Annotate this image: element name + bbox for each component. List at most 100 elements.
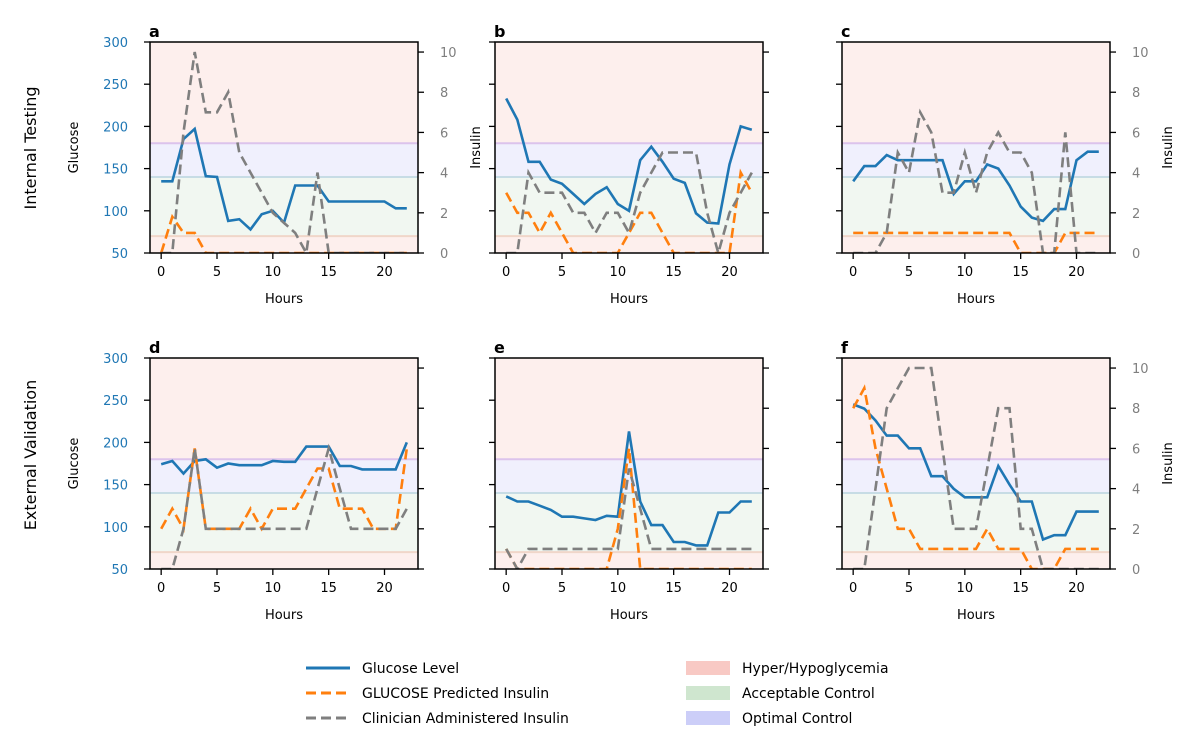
frame-b xyxy=(494,41,764,254)
xtick-label-d-20: 20 xyxy=(376,581,393,596)
xtick-label-b-10: 10 xyxy=(610,265,627,280)
legend-optimal-swatch xyxy=(686,711,730,725)
frame-c xyxy=(841,41,1111,254)
ylabel-right-c: Insulin xyxy=(1161,126,1176,169)
ytick-right-label-f-6: 6 xyxy=(1132,442,1140,457)
xtick-label-b-15: 15 xyxy=(665,265,682,280)
xtick-label-e-0: 0 xyxy=(502,581,510,596)
xtick-label-f-5: 5 xyxy=(905,581,913,596)
row-label-internal: Internal Testing xyxy=(21,87,40,210)
ytick-right-label-f-2: 2 xyxy=(1132,523,1140,538)
band-hyper-d xyxy=(150,358,418,460)
ylabel-left-d: Glucose xyxy=(67,438,82,490)
legend-glucose-label: Glucose Level xyxy=(362,661,459,677)
xtick-label-f-15: 15 xyxy=(1012,581,1029,596)
ylabel-right-f: Insulin xyxy=(1161,442,1176,485)
xtick-label-c-15: 15 xyxy=(1012,265,1029,280)
xtick-label-a-15: 15 xyxy=(320,265,337,280)
xtick-label-c-0: 0 xyxy=(849,265,857,280)
frame-a xyxy=(149,41,419,254)
band-optimal-c xyxy=(842,143,1110,178)
xtick-label-d-0: 0 xyxy=(157,581,165,596)
band-hypo-a xyxy=(150,236,418,253)
ytick-right-label-a-4: 4 xyxy=(440,167,448,182)
series-glucose-d xyxy=(160,441,409,476)
xtick-label-c-10: 10 xyxy=(957,265,974,280)
band-optimal-b xyxy=(495,143,763,178)
ytick-right-label-a-6: 6 xyxy=(440,126,448,141)
series-predicted-f xyxy=(852,384,1099,569)
xtick-label-f-10: 10 xyxy=(957,581,974,596)
frame-d xyxy=(149,357,419,570)
xlabel-d: Hours xyxy=(265,608,303,623)
panel-letter-e: e xyxy=(494,338,505,357)
panels: 0 5 10 15 20Hours50100150200250300Glucose024… xyxy=(67,22,1176,623)
ytick-right-label-c-4: 4 xyxy=(1132,167,1140,182)
ytick-left-label-a-150: 150 xyxy=(103,163,128,178)
xtick-label-c-5: 5 xyxy=(905,265,913,280)
series-clinician-e xyxy=(505,468,752,569)
ytick-left-label-d-250: 250 xyxy=(103,394,128,409)
legend-hyper-label: Hyper/Hypoglycemia xyxy=(742,661,889,677)
ytick-right-label-a-2: 2 xyxy=(440,207,448,222)
panel-a: 0 5 10 15 20 Hours 50 100 150 200 250 300 Glucose 0 2 4… xyxy=(67,22,484,307)
band-hypo-f xyxy=(842,552,1110,569)
ytick-left-label-a-100: 100 xyxy=(103,205,128,220)
band-hyper-e xyxy=(495,358,763,460)
ylabel-left-a: Glucose xyxy=(67,122,82,174)
series-glucose-b xyxy=(505,97,753,225)
xtick-label-d-10: 10 xyxy=(265,581,282,596)
legend-acceptable-swatch xyxy=(686,686,730,700)
ytick-right-label-f-10: 10 xyxy=(1132,362,1149,377)
band-hypo-b xyxy=(495,236,763,253)
series-clinician-f xyxy=(853,366,1099,569)
legend-predicted-label: GLUCOSE Predicted Insulin xyxy=(362,686,549,702)
panel-letter-d: d xyxy=(149,338,160,357)
series-clinician-d xyxy=(161,443,408,569)
series-predicted-a xyxy=(159,213,407,253)
xlabel-e: Hours xyxy=(610,608,648,623)
frame-e xyxy=(494,357,764,570)
xtick-label-d-5: 5 xyxy=(213,581,221,596)
band-optimal-e xyxy=(495,459,763,494)
band-optimal-a xyxy=(150,143,418,178)
xtick-label-d-15: 15 xyxy=(320,581,337,596)
ytick-right-label-f-4: 4 xyxy=(1132,483,1140,498)
ytick-right-label-c-10: 10 xyxy=(1132,46,1149,61)
panel-letter-b: b xyxy=(494,22,505,41)
ytick-left-label-d-300: 300 xyxy=(103,352,128,367)
ytick-right-label-f-8: 8 xyxy=(1132,402,1140,417)
ytick-right-label-c-6: 6 xyxy=(1132,126,1140,141)
band-acceptable-e xyxy=(495,493,763,553)
band-hypo-d xyxy=(150,552,418,569)
ytick-left-label-a-300: 300 xyxy=(103,36,128,51)
ytick-left-label-d-200: 200 xyxy=(103,436,128,451)
legend-optimal-label: Optimal Control xyxy=(742,711,852,727)
band-hyper-a xyxy=(150,42,418,144)
ytick-left-label-d-150: 150 xyxy=(103,479,128,494)
ytick-right-label-a-0: 0 xyxy=(440,247,448,262)
band-hyper-b xyxy=(495,42,763,144)
xtick-label-a-20: 20 xyxy=(376,265,393,280)
band-hypo-e xyxy=(495,552,763,569)
ytick-left-label-a-200: 200 xyxy=(103,120,128,135)
panel-letter-f: f xyxy=(841,338,849,357)
xtick-label-a-10: 10 xyxy=(265,265,282,280)
row-label-external: External Validation xyxy=(21,380,40,530)
panel-b: 0 5 10 15 20 Hours b xyxy=(489,22,769,307)
xtick-label-a-0: 0 xyxy=(157,265,165,280)
legend-acceptable-label: Acceptable Control xyxy=(742,686,875,702)
band-hyper-c xyxy=(842,42,1110,144)
ytick-right-label-a-8: 8 xyxy=(440,86,448,101)
xtick-label-e-15: 15 xyxy=(665,581,682,596)
ytick-right-label-a-10: 10 xyxy=(440,46,457,61)
ytick-left-label-d-100: 100 xyxy=(103,521,128,536)
series-glucose-f xyxy=(852,403,1099,542)
xtick-label-b-20: 20 xyxy=(721,265,738,280)
band-acceptable-f xyxy=(842,493,1110,553)
band-acceptable-a xyxy=(150,177,418,237)
legend-hyper-swatch xyxy=(686,661,730,675)
series-clinician-b xyxy=(506,151,753,253)
series-clinician-a xyxy=(161,51,407,253)
